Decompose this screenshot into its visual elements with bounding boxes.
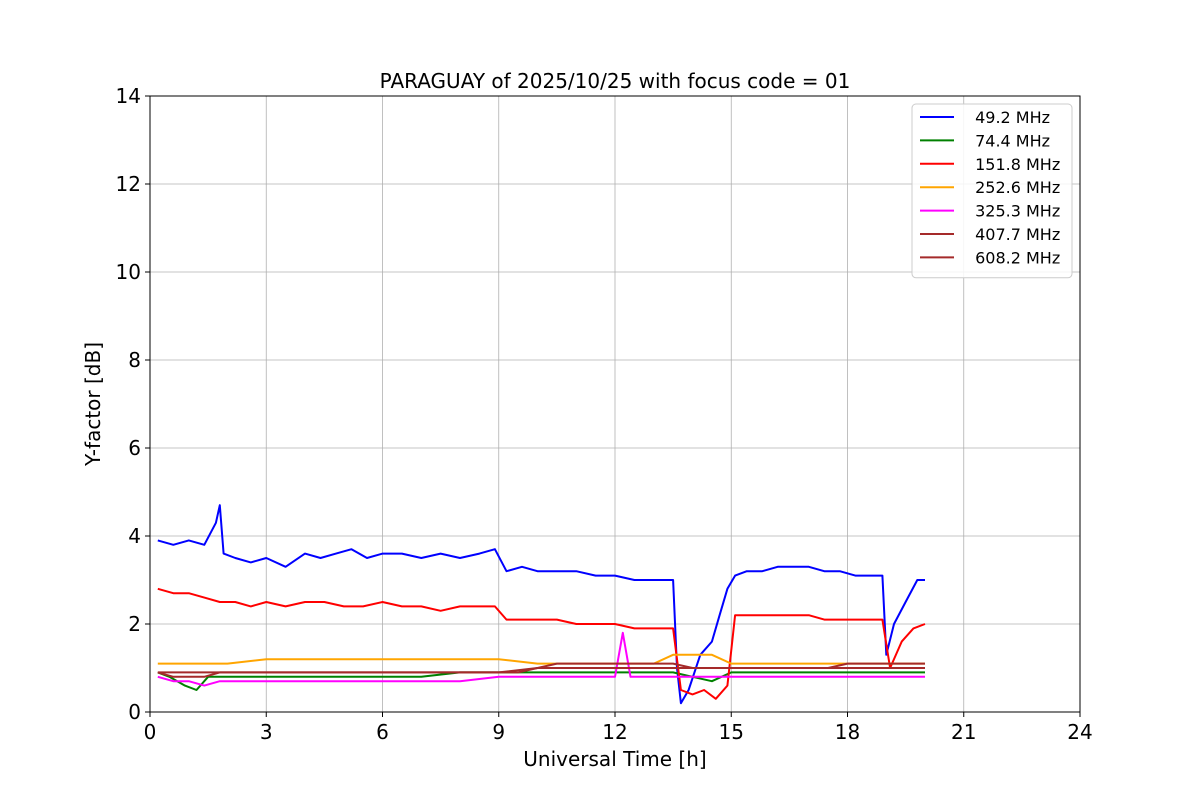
legend-label: 49.2 MHz (970, 108, 1050, 127)
y-tick-label: 14 (116, 84, 141, 108)
x-axis-label: Universal Time [h] (523, 747, 706, 771)
legend-label: 74.4 MHz (970, 131, 1050, 150)
series-line-325-3-mhz (157, 631, 925, 687)
y-tick-label: 12 (116, 172, 141, 196)
chart-title: PARAGUAY of 2025/10/25 with focus code =… (380, 69, 851, 93)
series-line-49-2-mhz (157, 504, 925, 705)
series-line-151-8-mhz (157, 587, 926, 700)
legend-label: 608.2 MHz (970, 248, 1060, 267)
x-tick-label: 21 (951, 720, 976, 744)
y-tick-label: 0 (128, 700, 141, 724)
x-tick-label: 12 (602, 720, 627, 744)
x-tick-label: 3 (260, 720, 273, 744)
x-tick-label: 18 (835, 720, 860, 744)
y-tick-label: 4 (128, 524, 141, 548)
y-tick-label: 8 (128, 348, 141, 372)
legend-label: 252.6 MHz (970, 178, 1060, 197)
x-tick-label: 9 (492, 720, 505, 744)
y-tick-label: 6 (128, 436, 141, 460)
series-layer (157, 504, 926, 705)
y-axis-label: Y-factor [dB] (81, 342, 105, 467)
x-tick-label: 0 (144, 720, 157, 744)
x-tick-label: 24 (1067, 720, 1092, 744)
legend-label: 151.8 MHz (970, 155, 1060, 174)
x-tick-label: 6 (376, 720, 389, 744)
y-tick-label: 2 (128, 612, 141, 636)
series-line-608-2-mhz (157, 662, 925, 678)
legend-label: 325.3 MHz (970, 202, 1060, 221)
y-tick-label: 10 (116, 260, 141, 284)
legend: 49.2 MHz 74.4 MHz 151.8 MHz 252.6 MHz 32… (911, 103, 1073, 279)
legend-label: 407.7 MHz (970, 225, 1060, 244)
x-tick-label: 15 (719, 720, 744, 744)
